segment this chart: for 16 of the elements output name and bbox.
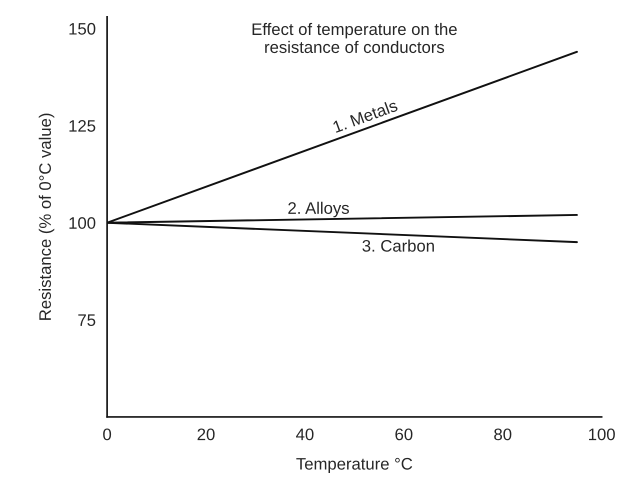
text: Effect of temperature on the resistance of conductors [252, 22, 457, 54]
x-tick-label: 100 [589, 428, 615, 440]
text: 1. Metals [332, 98, 398, 133]
y-tick-label: 150 [69, 22, 96, 35]
series-label: 3. Carbon [362, 240, 434, 252]
x-tick-label: 0 [103, 428, 112, 440]
y-tick-label: 100 [69, 217, 96, 229]
series-label: 2. Alloys [288, 202, 349, 218]
y-axis-title: Resistance (% of 0°C value) [38, 114, 54, 320]
y-tick-label: 125 [69, 120, 96, 132]
x-tick-label: 80 [494, 428, 512, 440]
x-tick-label: 40 [296, 428, 314, 440]
y-tick-label: 75 [78, 314, 96, 326]
x-axis-title: Temperature °C [296, 458, 412, 474]
x-tick-label: 20 [198, 428, 215, 440]
x-tick-label: 60 [395, 428, 412, 440]
